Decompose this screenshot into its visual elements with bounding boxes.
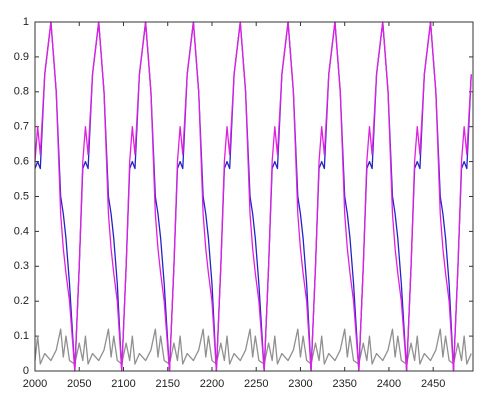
y-tick-label: 0.8 [14, 86, 29, 98]
y-tick-label: 0.3 [14, 260, 29, 272]
x-tick-label: 2100 [111, 378, 135, 390]
y-tick-label: 0.4 [14, 225, 29, 237]
x-tick-label: 2150 [155, 378, 179, 390]
x-tick-label: 2000 [23, 378, 47, 390]
x-tick-label: 2350 [332, 378, 356, 390]
x-tick-label: 2450 [421, 378, 445, 390]
y-tick-label: 0.9 [14, 51, 29, 63]
y-tick-label: 0 [23, 365, 29, 377]
x-tick-label: 2250 [244, 378, 268, 390]
y-tick-label: 0.1 [14, 330, 29, 342]
y-tick-label: 1 [23, 16, 29, 28]
y-tick-label: 0.5 [14, 190, 29, 202]
y-tick-label: 0.7 [14, 121, 29, 133]
x-tick-label: 2200 [200, 378, 224, 390]
x-tick-label: 2300 [288, 378, 312, 390]
y-tick-label: 0.2 [14, 295, 29, 307]
x-tick-label: 2050 [67, 378, 91, 390]
y-tick-label: 0.6 [14, 156, 29, 168]
x-tick-label: 2400 [377, 378, 401, 390]
series-line [34, 21, 472, 372]
plot-area [35, 22, 473, 371]
series-line [34, 21, 472, 372]
plot-frame [34, 21, 474, 372]
series-line [34, 328, 472, 365]
